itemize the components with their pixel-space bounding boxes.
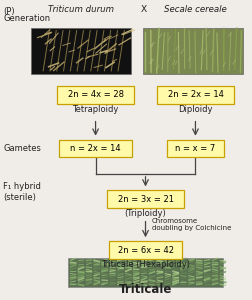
Text: 2n = 3x = 21: 2n = 3x = 21 bbox=[117, 195, 173, 204]
Text: (P): (P) bbox=[3, 7, 15, 16]
FancyBboxPatch shape bbox=[57, 86, 134, 104]
Text: 2n = 6x = 42: 2n = 6x = 42 bbox=[117, 245, 173, 254]
FancyBboxPatch shape bbox=[59, 140, 131, 158]
Text: Generation: Generation bbox=[3, 14, 50, 22]
FancyBboxPatch shape bbox=[109, 241, 181, 259]
Text: X: X bbox=[141, 5, 147, 14]
Text: Diploidy: Diploidy bbox=[177, 105, 212, 114]
Text: Chromosome
doubling by Colchicine: Chromosome doubling by Colchicine bbox=[151, 218, 230, 231]
Text: 2n = 4x = 28: 2n = 4x = 28 bbox=[67, 90, 123, 99]
Bar bbox=[142, 28, 242, 74]
Text: Secale cereale: Secale cereale bbox=[164, 5, 226, 14]
FancyBboxPatch shape bbox=[156, 86, 233, 104]
Text: n = x = 7: n = x = 7 bbox=[175, 144, 215, 153]
Text: (Triploidy): (Triploidy) bbox=[124, 208, 166, 217]
FancyBboxPatch shape bbox=[166, 140, 223, 158]
Bar bbox=[68, 257, 222, 287]
Text: Tetraploidy: Tetraploidy bbox=[72, 105, 118, 114]
Text: Triticum durum: Triticum durum bbox=[47, 5, 113, 14]
Text: Triticale (Hexaploidy): Triticale (Hexaploidy) bbox=[101, 260, 189, 269]
Text: n = 2x = 14: n = 2x = 14 bbox=[70, 144, 120, 153]
Text: Gametes: Gametes bbox=[3, 144, 41, 153]
FancyBboxPatch shape bbox=[106, 190, 183, 208]
Text: Triticale: Triticale bbox=[118, 283, 172, 296]
Text: F₁ hybrid
(sterile): F₁ hybrid (sterile) bbox=[3, 182, 41, 202]
Bar bbox=[30, 28, 130, 74]
Text: 2n = 2x = 14: 2n = 2x = 14 bbox=[167, 90, 223, 99]
